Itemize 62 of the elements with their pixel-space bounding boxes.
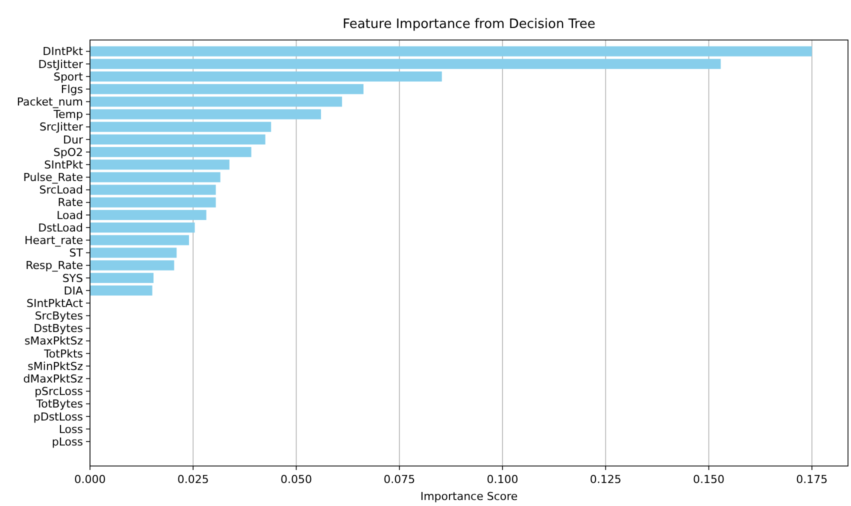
bar <box>90 134 266 144</box>
y-tick-label: Flgs <box>60 82 84 96</box>
x-tick-label: 0.125 <box>590 473 622 486</box>
bar <box>90 147 252 158</box>
bar <box>90 285 152 296</box>
bar <box>90 122 272 132</box>
bar <box>90 197 216 208</box>
y-tick-label: Resp_Rate <box>26 259 84 272</box>
y-tick-label: Rate <box>58 196 84 210</box>
bar <box>90 84 364 94</box>
y-tick-label: pLoss <box>52 435 84 448</box>
y-tick-label: DstBytes <box>34 322 84 336</box>
y-tick-label: SrcLoad <box>39 184 83 197</box>
y-tick-label: Load <box>56 208 83 222</box>
y-tick-label: TotBytes <box>35 398 84 411</box>
bar <box>90 96 342 107</box>
bar <box>90 222 195 233</box>
bar <box>90 260 174 270</box>
y-tick-label: SIntPktAct <box>26 296 84 310</box>
bar <box>90 71 442 82</box>
y-tick-label: ST <box>69 246 84 260</box>
y-tick-label: DIA <box>64 284 84 298</box>
x-tick-label: 0.075 <box>384 473 416 486</box>
y-tick-label: Heart_rate <box>24 234 84 248</box>
bar <box>90 272 154 283</box>
bar <box>90 210 206 220</box>
bar <box>90 235 190 246</box>
y-tick-label: Packet_num <box>16 96 83 109</box>
y-tick-label: pDstLoss <box>33 410 84 424</box>
bar <box>90 160 230 170</box>
bar <box>90 46 812 56</box>
y-tick-label: TotPkts <box>43 347 84 360</box>
y-tick-label: SpO2 <box>53 146 83 159</box>
y-tick-label: Pulse_Rate <box>23 171 84 184</box>
bar <box>90 109 322 120</box>
y-tick-label: Loss <box>58 422 84 436</box>
y-tick-label: Temp <box>52 108 84 122</box>
y-tick-label: sMaxPktSz <box>24 334 84 348</box>
x-tick-label: 0.000 <box>74 473 106 486</box>
y-tick-label: pSrcLoss <box>34 385 84 398</box>
chart-title: Feature Importance from Decision Tree <box>342 17 596 32</box>
y-tick-label: Dur <box>63 133 84 146</box>
x-axis-title: Importance Score <box>420 490 518 503</box>
y-tick-label: sMinPktSz <box>28 360 84 373</box>
y-tick-label: Sport <box>53 70 84 84</box>
x-tick-label: 0.025 <box>177 473 209 486</box>
y-tick-label: DstLoad <box>38 221 83 234</box>
x-tick-label: 0.050 <box>280 473 312 486</box>
y-tick-label: SrcJitter <box>39 120 84 134</box>
x-tick-label: 0.175 <box>796 473 828 486</box>
y-tick-label: SrcBytes <box>34 310 84 323</box>
bar <box>90 184 216 195</box>
y-tick-label: DstJitter <box>38 58 84 71</box>
bar <box>90 248 177 258</box>
y-tick-label: SIntPkt <box>44 158 84 172</box>
x-tick-label: 0.150 <box>693 473 725 486</box>
x-tick-label: 0.100 <box>486 473 518 486</box>
y-tick-label: dMaxPktSz <box>23 372 84 386</box>
y-tick-label: DIntPkt <box>42 45 84 58</box>
y-tick-label: SYS <box>62 272 84 285</box>
bar <box>90 172 220 182</box>
bar <box>90 58 721 69</box>
